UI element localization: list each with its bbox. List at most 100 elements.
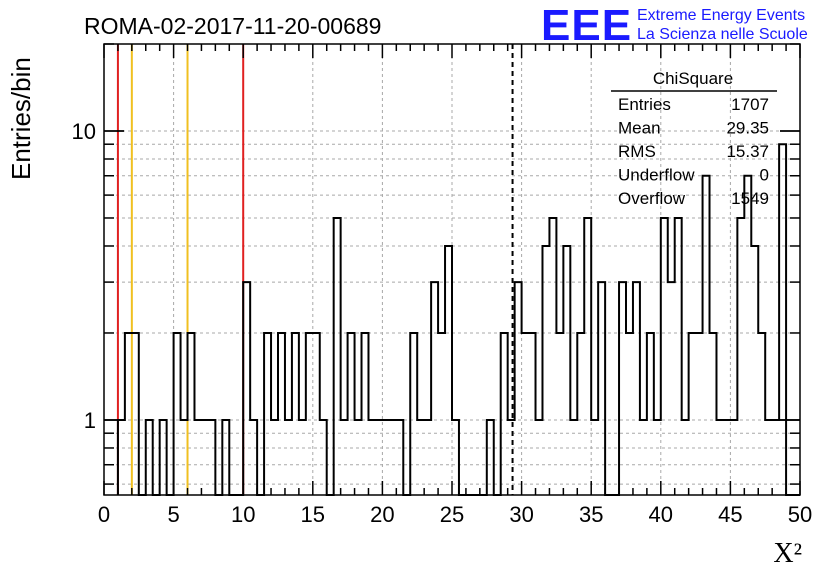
- histogram-bin: [188, 333, 195, 495]
- stats-row-value: 0: [760, 166, 769, 185]
- histogram-bin: [675, 218, 682, 495]
- x-tick-label: 0: [98, 502, 110, 527]
- histogram-bin: [250, 420, 257, 495]
- logo-mark: EEE: [541, 1, 632, 50]
- histogram-bin: [348, 333, 355, 495]
- y-tick-label: 10: [72, 119, 96, 144]
- histogram-bin: [389, 420, 396, 495]
- x-tick-label: 20: [370, 502, 394, 527]
- histogram-bin: [723, 420, 730, 495]
- histogram-bin: [758, 333, 765, 495]
- x-tick-label: 10: [231, 502, 255, 527]
- histogram-bin: [382, 420, 389, 495]
- x-axis-title: X²: [773, 538, 802, 569]
- histogram-bin: [222, 420, 229, 495]
- histogram-bin: [515, 282, 522, 495]
- histogram-bin: [313, 333, 320, 495]
- histogram-bin: [306, 333, 313, 495]
- histogram-bin: [508, 420, 515, 495]
- histogram-bin: [194, 420, 201, 495]
- x-tick-label: 40: [649, 502, 673, 527]
- histogram-bin: [570, 420, 577, 495]
- histogram-bin: [487, 420, 494, 495]
- stats-row-label: RMS: [618, 142, 656, 161]
- eee-logo: EEE Extreme Energy Events La Scienza nel…: [541, 1, 808, 50]
- histogram-bin: [737, 218, 744, 495]
- histogram-bin: [201, 420, 208, 495]
- histogram-bin: [174, 333, 181, 495]
- histogram-bin: [689, 333, 696, 495]
- stats-rows: Entries 1707 Mean 29.35 RMS 15.37 Underflow 0 Ov…: [618, 95, 769, 208]
- histogram-bin: [368, 420, 375, 495]
- x-tick-label: 35: [579, 502, 603, 527]
- x-tick-labels: 0 5 10 15 20 25 30 35 40 45 50: [98, 502, 812, 527]
- histogram-bin: [396, 420, 403, 495]
- y-tick-labels: 1 10: [72, 119, 96, 433]
- stats-row-label: Underflow: [618, 166, 695, 185]
- histogram-bin: [633, 282, 640, 495]
- x-tick-label: 25: [440, 502, 464, 527]
- histogram-bin: [661, 218, 668, 495]
- histogram-bin: [536, 420, 543, 495]
- stats-box: ChiSquare Entries 1707 Mean 29.35 RMS 15.37 Un…: [611, 69, 777, 208]
- histogram-bin: [125, 333, 132, 495]
- histogram-bin: [243, 282, 250, 495]
- histogram-bin: [355, 420, 362, 495]
- stats-row-value: 15.37: [726, 142, 769, 161]
- histogram-bin: [730, 420, 737, 495]
- histogram-bin: [362, 333, 369, 495]
- histogram-bin: [285, 420, 292, 495]
- histogram-bin: [181, 420, 188, 495]
- histogram-bin: [438, 333, 445, 495]
- x-tick-label: 50: [788, 502, 812, 527]
- histogram-bin: [341, 420, 348, 495]
- histogram-bin: [619, 282, 626, 495]
- histogram-bin: [542, 246, 549, 495]
- histogram-bin: [452, 420, 459, 495]
- logo-line-2: La Scienza nelle Scuole: [637, 26, 808, 43]
- x-tick-label: 45: [718, 502, 742, 527]
- histogram-bin: [375, 420, 382, 495]
- histogram-bin: [779, 144, 786, 495]
- histogram-bin: [132, 333, 139, 495]
- x-tick-label: 30: [509, 502, 533, 527]
- histogram-bin: [424, 420, 431, 495]
- histogram-bin: [146, 420, 153, 495]
- axis-ticks: [103, 43, 801, 495]
- histogram-bin: [208, 420, 215, 495]
- histogram-bin: [682, 420, 689, 495]
- histogram-bin: [501, 333, 508, 495]
- histogram-bin: [118, 420, 125, 495]
- histogram-bin: [264, 333, 271, 495]
- histogram-bin: [696, 333, 703, 495]
- histogram-bin: [772, 420, 779, 495]
- histogram-bin: [584, 218, 591, 495]
- histogram-bin: [320, 420, 327, 495]
- histogram-bin: [556, 333, 563, 495]
- x-tick-label: 15: [301, 502, 325, 527]
- histogram-bin: [751, 246, 758, 495]
- histogram-bin: [431, 282, 438, 495]
- stats-row-value: 29.35: [726, 119, 769, 138]
- histogram-bin: [640, 420, 647, 495]
- x-tick-label: 5: [167, 502, 179, 527]
- histogram-bin: [292, 333, 299, 495]
- stats-row-label: Entries: [618, 95, 671, 114]
- histogram-bin: [716, 420, 723, 495]
- stats-row-value: 1707: [731, 95, 769, 114]
- histogram-bin: [522, 333, 529, 495]
- stats-row-label: Overflow: [618, 189, 686, 208]
- logo-line-1: Extreme Energy Events: [637, 7, 805, 24]
- histogram-bin: [577, 333, 584, 495]
- stats-row-value: 1549: [731, 189, 769, 208]
- y-tick-label: 1: [84, 408, 96, 433]
- y-axis-title: Entries/bin: [6, 57, 36, 180]
- histogram-bin: [765, 420, 772, 495]
- histogram-bin: [160, 420, 167, 495]
- histogram-bin: [563, 246, 570, 495]
- histogram-bin: [334, 218, 341, 495]
- histogram-bin: [710, 333, 717, 495]
- stats-box-title: ChiSquare: [653, 69, 733, 88]
- histogram-bin: [647, 333, 654, 495]
